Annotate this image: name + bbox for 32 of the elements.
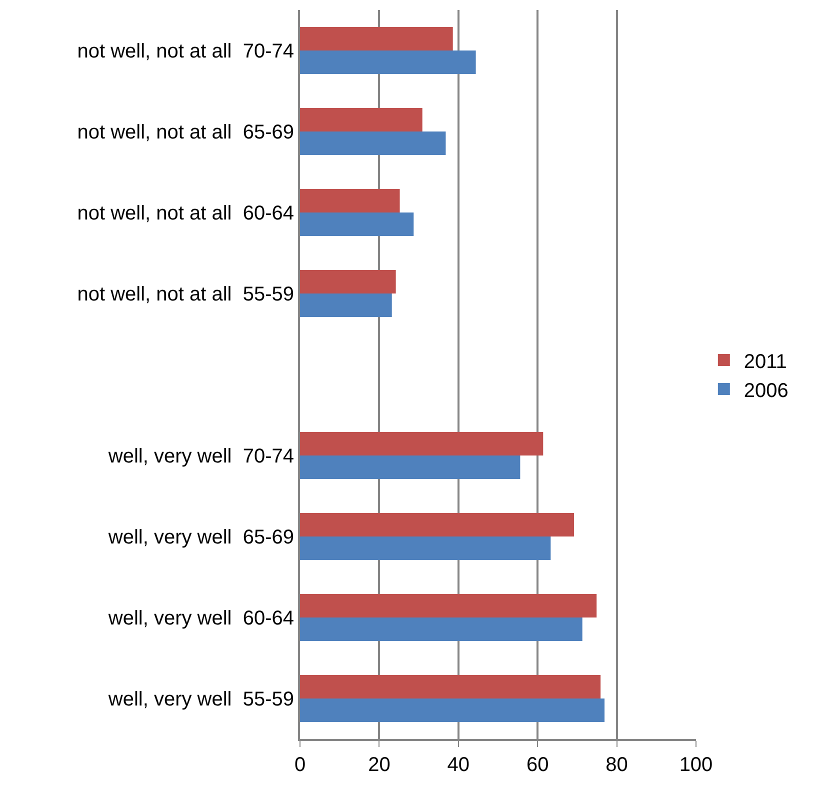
bar — [300, 189, 400, 212]
x-tick-label: 0 — [294, 754, 306, 776]
bar — [300, 132, 446, 155]
bar — [300, 536, 551, 560]
x-tick-label: 20 — [368, 754, 390, 776]
y-tick-label: not well, not at all 70-74 — [77, 40, 294, 62]
bar — [300, 594, 597, 618]
y-tick-label: well, very well 60-64 — [107, 608, 294, 630]
bar — [300, 108, 422, 132]
y-tick-label: not well, not at all 65-69 — [77, 122, 294, 144]
bar — [300, 27, 453, 50]
y-tick-label: well, very well 65-69 — [107, 526, 294, 548]
bar — [300, 212, 414, 236]
x-tick-label: 100 — [679, 754, 713, 776]
legend-label: 2006 — [744, 380, 788, 402]
bar — [300, 50, 476, 74]
bar — [300, 698, 605, 722]
bar — [300, 618, 582, 641]
bar — [300, 513, 574, 536]
bar — [300, 294, 392, 317]
bar — [300, 456, 520, 479]
y-tick-label: not well, not at all 55-59 — [77, 284, 294, 306]
bar — [300, 675, 601, 698]
y-tick-label: not well, not at all 60-64 — [77, 202, 294, 224]
bar — [300, 432, 544, 456]
x-tick-label: 60 — [526, 754, 549, 776]
y-tick-label: well, very well 70-74 — [107, 446, 294, 468]
x-tick-label: 80 — [606, 754, 628, 776]
bar — [300, 270, 396, 294]
legend-label: 2011 — [744, 350, 787, 373]
x-tick-label: 40 — [447, 754, 470, 776]
y-tick-label: well, very well 55-59 — [107, 688, 294, 710]
